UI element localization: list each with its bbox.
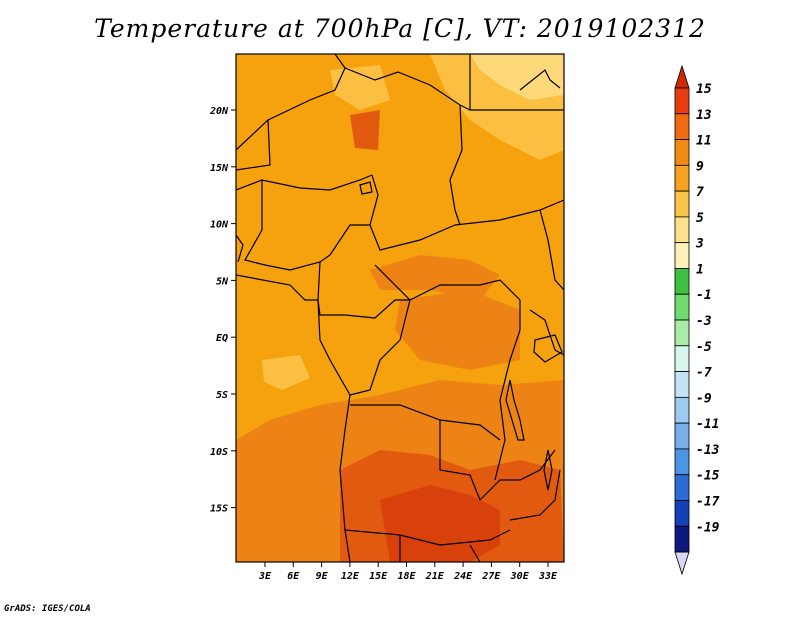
coastline-west xyxy=(236,274,351,562)
border-chad-sudan xyxy=(449,104,463,226)
lon-label: 15E xyxy=(369,571,388,582)
latitude-axis: 20N 15N 10N 5N EQ 5S 10S 15S xyxy=(209,106,236,515)
longitude-axis: 3E 6E 9E 12E 15E 18E 21E 24E 27E 30E 33E xyxy=(258,562,558,582)
colorbar-label: -3 xyxy=(696,314,712,329)
field-warm-central xyxy=(370,255,500,300)
lake-victoria xyxy=(533,334,563,363)
field-hotter-south xyxy=(380,485,500,562)
border-angola-east xyxy=(439,420,481,501)
lon-label: 24E xyxy=(453,571,473,582)
colorbar-label: 15 xyxy=(696,82,712,97)
colorbar-swatch xyxy=(674,113,690,140)
volta-lake-edge xyxy=(236,234,244,263)
colorbar: 15 13 11 9 7 5 3 1 -1 -3 -5 -7 -9 -11 -13 -15 -17 -19 xyxy=(674,64,720,576)
border-sudan-ssudan xyxy=(454,199,564,226)
country-borders xyxy=(236,54,564,562)
colorbar-label: 1 xyxy=(696,262,704,277)
field-warm-basin xyxy=(395,290,520,370)
lat-label: 15N xyxy=(210,163,229,174)
colorbar-label: -5 xyxy=(696,340,712,355)
red-sea-edge xyxy=(519,69,561,91)
lat-label: 20N xyxy=(209,106,229,117)
colorbar-label: -17 xyxy=(696,494,720,509)
border-mozambique xyxy=(509,469,561,521)
colorbar-label: 5 xyxy=(696,211,704,226)
colorbar-label: 11 xyxy=(696,134,712,149)
border-bots-sa xyxy=(469,544,481,562)
colorbar-swatch xyxy=(674,87,690,115)
lat-label: 10N xyxy=(210,220,229,231)
colorbar-swatch xyxy=(674,525,690,553)
border-drc-east xyxy=(494,300,521,481)
temperature-field xyxy=(236,54,564,562)
colorbar-swatch xyxy=(674,474,690,501)
colorbar-label: 7 xyxy=(696,185,704,200)
lake-chad xyxy=(359,181,373,195)
colorbar-label: -15 xyxy=(696,469,720,484)
lon-label: 18E xyxy=(397,571,416,582)
field-cooler-northeast xyxy=(470,54,564,100)
lon-label: 6E xyxy=(287,571,300,582)
colorbar-swatch xyxy=(674,164,690,192)
colorbar-swatch xyxy=(674,190,690,218)
map-frame xyxy=(235,53,565,563)
field-cool-west-coast xyxy=(262,355,310,390)
border-algeria-niger xyxy=(236,67,346,151)
lon-label: 30E xyxy=(510,571,530,582)
lon-label: 33E xyxy=(538,571,558,582)
colorbar-label: -13 xyxy=(696,443,720,458)
colorbar-label: 9 xyxy=(696,159,704,174)
border-east-lakes xyxy=(529,309,564,356)
colorbar-swatch xyxy=(674,396,690,424)
colorbar-bottom-arrow xyxy=(674,551,690,576)
border-niger-nigeria xyxy=(236,174,373,191)
colorbar-swatch xyxy=(674,319,690,347)
colorbar-label: 13 xyxy=(696,108,712,123)
colorbar-swatch xyxy=(674,139,690,166)
colorbar-swatch xyxy=(674,422,690,450)
border-drc-congo xyxy=(349,299,411,396)
colorbar-label: 3 xyxy=(695,237,704,252)
colorbar-swatch xyxy=(674,345,690,372)
colorbar-label: -9 xyxy=(696,391,712,406)
colorbar-swatch xyxy=(674,268,690,295)
lake-tanganyika xyxy=(505,379,525,441)
grads-credit: GrADS: IGES/COLA xyxy=(4,604,91,614)
border-nigeria-cameroon xyxy=(244,180,370,271)
colorbar-swatch xyxy=(674,293,690,321)
lon-label: 12E xyxy=(341,571,360,582)
lon-label: 9E xyxy=(316,571,329,582)
border-mali-niger xyxy=(236,119,271,171)
colorbar-label: -11 xyxy=(696,417,719,432)
field-cool-patch xyxy=(330,65,390,110)
border-kenya xyxy=(539,209,564,291)
lon-label: 21E xyxy=(425,571,445,582)
lat-label: 15S xyxy=(210,504,228,515)
border-angola-namibia xyxy=(344,529,511,546)
chart-title: Temperature at 700hPa [C], VT: 201910231… xyxy=(94,14,706,43)
colorbar-swatch xyxy=(674,371,690,398)
lon-label: 3E xyxy=(258,571,272,582)
border-car-drc xyxy=(374,264,521,301)
lat-label: 5N xyxy=(216,276,229,287)
lat-label: EQ xyxy=(216,333,228,344)
colorbar-label: -19 xyxy=(696,520,720,535)
lake-malawi xyxy=(543,449,553,491)
border-chad-car xyxy=(369,174,456,251)
colorbar-label: -1 xyxy=(696,288,712,303)
lon-label: 27E xyxy=(481,571,501,582)
colorbar-swatch xyxy=(674,500,690,527)
border-cameroon-gabon xyxy=(317,261,376,319)
colorbar-top-arrow xyxy=(674,64,690,89)
border-egypt-sudan xyxy=(469,54,564,111)
lat-label: 10S xyxy=(210,447,228,458)
colorbar-swatch xyxy=(674,448,690,476)
colorbar-label: -7 xyxy=(696,366,712,381)
colorbar-swatch xyxy=(674,216,690,244)
field-hot-patch xyxy=(350,110,380,150)
lat-label: 5S xyxy=(216,390,228,401)
colorbar-swatch xyxy=(674,242,690,269)
